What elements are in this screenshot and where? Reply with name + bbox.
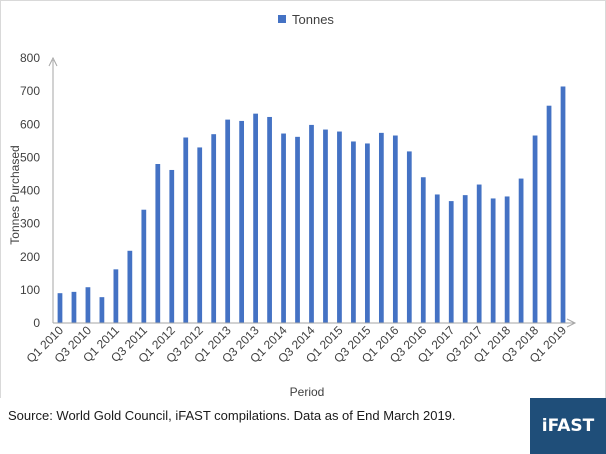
bar xyxy=(57,293,63,323)
legend-swatch xyxy=(278,15,286,23)
y-axis-arrow xyxy=(48,56,58,67)
bar xyxy=(253,113,258,324)
y-tick-label: 700 xyxy=(20,84,40,98)
bar xyxy=(183,137,189,323)
bar xyxy=(532,135,538,323)
bar xyxy=(365,143,370,323)
bar xyxy=(281,133,286,323)
y-tick-label: 600 xyxy=(20,117,40,131)
legend: Tonnes xyxy=(278,12,334,27)
bar xyxy=(546,105,552,323)
bar xyxy=(448,201,454,323)
y-tick-label: 400 xyxy=(20,184,40,198)
bar xyxy=(323,129,328,323)
bar xyxy=(295,136,300,323)
bar xyxy=(127,250,133,323)
y-tick-label: 100 xyxy=(20,283,40,297)
source-text: Source: World Gold Council, iFAST compil… xyxy=(8,408,456,423)
y-tick-label: 500 xyxy=(20,150,40,164)
bar xyxy=(85,287,91,323)
bar xyxy=(378,132,384,323)
y-axis-title: Tonnes Purchased xyxy=(8,145,22,244)
bar xyxy=(141,209,147,323)
bar xyxy=(560,86,566,323)
bar xyxy=(225,119,231,323)
bar xyxy=(392,135,398,323)
bar xyxy=(490,198,496,323)
bar xyxy=(211,134,217,323)
bar xyxy=(239,120,245,323)
axes xyxy=(48,56,577,328)
bar xyxy=(351,141,356,323)
bar xyxy=(113,269,119,323)
bar xyxy=(420,177,426,323)
y-tick-label: 300 xyxy=(20,217,40,231)
bar xyxy=(155,164,161,323)
bar xyxy=(476,184,482,323)
bar xyxy=(309,124,314,323)
x-axis-arrow xyxy=(566,318,577,328)
bar xyxy=(267,116,272,324)
bar xyxy=(71,291,77,323)
source-footer: Source: World Gold Council, iFAST compil… xyxy=(0,398,606,454)
y-tick-label: 0 xyxy=(33,316,40,330)
bar xyxy=(337,131,342,323)
bar xyxy=(99,297,105,323)
bar xyxy=(462,195,468,323)
ifast-logo-text: iFAST xyxy=(541,416,595,436)
legend-label: Tonnes xyxy=(292,12,334,27)
x-axis-title: Period xyxy=(290,385,325,399)
bar xyxy=(406,151,412,323)
y-axis-ticks: 0 100 200 300 400 500 600 700 800 xyxy=(20,51,40,330)
ifast-logo: iFAST xyxy=(530,398,606,454)
bar xyxy=(518,178,524,323)
bars xyxy=(57,86,566,324)
bar xyxy=(434,194,440,323)
bar xyxy=(197,147,203,323)
bar xyxy=(169,169,175,323)
bar xyxy=(504,196,510,323)
y-tick-label: 800 xyxy=(20,51,40,65)
y-tick-label: 200 xyxy=(20,250,40,264)
